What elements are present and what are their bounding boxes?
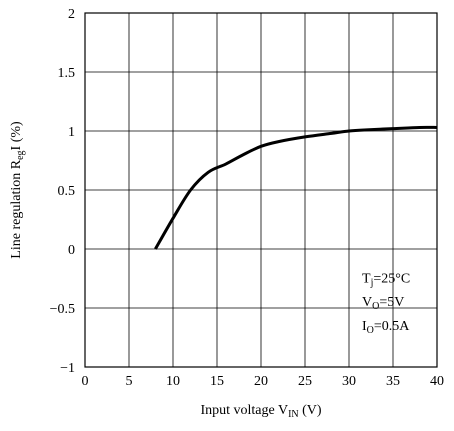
annotation-io: IO=0.5A [362, 319, 410, 336]
x-tick-labels: 0 5 10 15 20 25 30 35 40 [82, 374, 445, 389]
conditions-annotation: Tj=25°C VO=5V IO=0.5A [362, 272, 410, 336]
y-tick-label: 0 [68, 243, 75, 258]
x-tick-label: 35 [386, 374, 400, 389]
grid [84, 12, 438, 368]
y-tick-label: 1.5 [58, 66, 76, 81]
y-tick-label: 1 [68, 125, 75, 140]
y-tick-labels: 2 1.5 1 0.5 0 −0.5 −1 [50, 7, 75, 376]
x-tick-label: 10 [166, 374, 180, 389]
y-tick-label: −1 [60, 361, 75, 376]
x-axis-label: Input voltage VIN (V) [200, 403, 321, 420]
y-tick-label: −0.5 [50, 302, 75, 317]
y-tick-label: 0.5 [58, 184, 76, 199]
series-layer [154, 125, 438, 250]
x-tick-label: 30 [342, 374, 356, 389]
y-axis-label: Line regulation RegI (%) [9, 121, 26, 259]
plot-frame [84, 12, 438, 368]
annotation-tj: Tj=25°C [362, 272, 410, 289]
x-tick-label: 5 [126, 374, 133, 389]
x-tick-label: 0 [82, 374, 89, 389]
annotation-vo: VO=5V [362, 295, 404, 312]
x-tick-label: 15 [210, 374, 224, 389]
x-tick-label: 25 [298, 374, 312, 389]
regulation-curve [154, 125, 438, 250]
x-tick-label: 20 [254, 374, 268, 389]
x-tick-label: 40 [430, 374, 444, 389]
y-tick-label: 2 [68, 7, 75, 22]
